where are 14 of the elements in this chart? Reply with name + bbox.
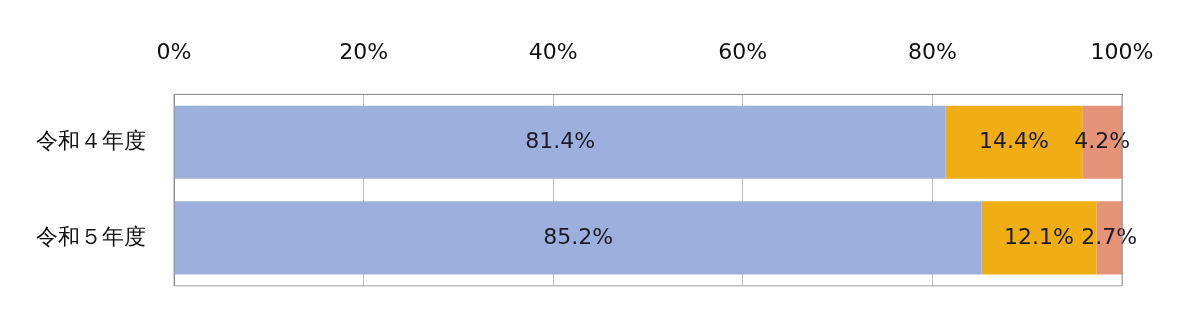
data-label: 12.1% xyxy=(1004,223,1074,249)
x-tick-label: 20% xyxy=(339,38,389,64)
x-tick-label: 40% xyxy=(528,38,578,64)
x-tick-label: 100% xyxy=(1090,38,1154,64)
data-label: 81.4% xyxy=(525,127,596,153)
y-tick-label: 令和５年度 xyxy=(36,223,146,249)
y-tick-label: 令和４年度 xyxy=(36,127,146,153)
x-tick-label: 80% xyxy=(907,38,957,64)
data-label: 14.4% xyxy=(978,127,1049,153)
bar xyxy=(174,201,982,275)
bar xyxy=(174,105,946,179)
data-label: 85.2% xyxy=(543,223,614,249)
x-tick-label: 0% xyxy=(156,38,192,64)
x-tick-label: 60% xyxy=(718,38,768,64)
